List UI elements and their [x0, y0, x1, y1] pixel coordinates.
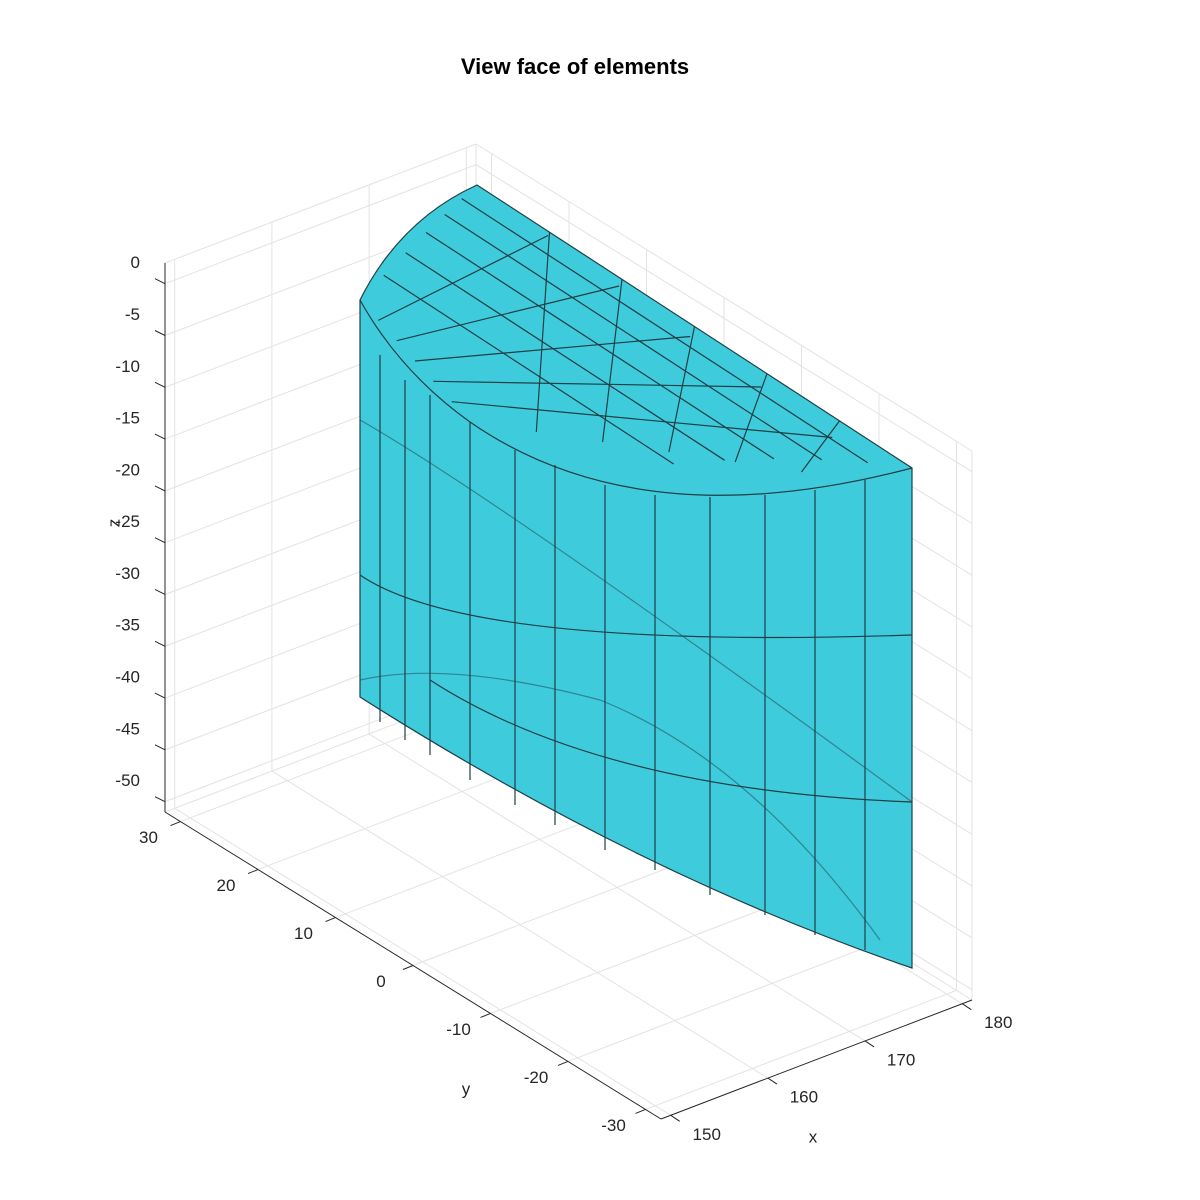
z-tick [154, 485, 166, 492]
mesh-lines [379, 355, 866, 950]
mesh-line [668, 326, 696, 453]
mesh-body [359, 184, 913, 969]
x-tick [670, 1114, 680, 1122]
mesh-edge [359, 299, 913, 496]
grid-line [490, 894, 802, 1014]
y-axis-label: y [462, 1079, 471, 1098]
z-tick-label: -45 [115, 719, 140, 738]
x-tick [767, 1077, 778, 1085]
x-tick-label: 170 [887, 1050, 915, 1069]
z-tick-label: -30 [115, 564, 140, 583]
y-tick [557, 1060, 569, 1066]
axes: 150160170180-30-20-100102030-50-45-40-35… [115, 253, 1012, 1144]
z-tick [154, 640, 166, 647]
mesh [359, 184, 913, 969]
z-axis-label: z [104, 519, 123, 528]
z-tick-label: -35 [115, 616, 140, 635]
mesh-edge [359, 672, 881, 941]
z-tick [154, 744, 166, 751]
x-tick-label: 150 [693, 1125, 721, 1144]
mesh-line [378, 234, 549, 321]
grid-line [567, 941, 880, 1062]
mesh-line [396, 285, 620, 342]
z-tick [154, 381, 166, 388]
z-tick-label: -40 [115, 668, 140, 687]
mesh-line [433, 380, 762, 388]
x-tick [864, 1040, 875, 1048]
mesh-line [801, 420, 840, 473]
x-axis-label: x [809, 1127, 818, 1146]
y-tick-label: 30 [139, 828, 158, 847]
box-edge [164, 143, 477, 264]
z-tick-label: -50 [115, 771, 140, 790]
z-tick-label: 0 [131, 253, 140, 272]
mesh-line [602, 279, 623, 443]
grid-line [475, 164, 973, 473]
y-tick [247, 869, 259, 875]
y-tick [325, 917, 336, 922]
z-tick [154, 589, 166, 595]
mesh-line [535, 232, 551, 433]
z-tick [154, 796, 166, 803]
z-tick [154, 330, 166, 336]
y-tick-label: -10 [446, 1020, 471, 1039]
y-tick-label: 0 [376, 972, 385, 991]
x-tick-label: 160 [790, 1088, 818, 1107]
y-tick [480, 1013, 491, 1018]
z-tick [154, 278, 166, 285]
grid-line [164, 164, 477, 285]
y-tick [402, 965, 414, 970]
z-tick-label: -20 [115, 460, 140, 479]
y-tick-label: 20 [217, 876, 236, 895]
y-tick-label: -20 [524, 1068, 549, 1087]
z-tick [154, 692, 166, 699]
z-tick [154, 433, 166, 440]
mesh-line [451, 401, 833, 439]
z-tick [154, 537, 166, 544]
z-tick-label: -5 [125, 305, 140, 324]
y-tick-label: -30 [601, 1116, 626, 1135]
mesh-line [734, 373, 768, 463]
grid-line [645, 989, 957, 1110]
z-tick-label: -25 [115, 512, 140, 531]
z-tick-label: -15 [115, 409, 140, 428]
x-tick-label: 180 [984, 1013, 1012, 1032]
chart-title: View face of elements [461, 54, 689, 79]
mesh-line [444, 213, 822, 461]
x-axis-line [660, 999, 973, 1120]
mesh-line [425, 231, 775, 460]
mesh-line [461, 198, 868, 464]
mesh-line [383, 274, 674, 465]
mesh-line [405, 252, 725, 461]
mesh-lines [378, 198, 868, 473]
z-tick-label: -10 [115, 357, 140, 376]
y-tick [635, 1108, 646, 1114]
y-tick [170, 821, 181, 827]
mesh-edge [429, 679, 913, 803]
mesh-edge [359, 574, 913, 639]
y-tick-label: 10 [294, 924, 313, 943]
x-tick [962, 1003, 972, 1011]
